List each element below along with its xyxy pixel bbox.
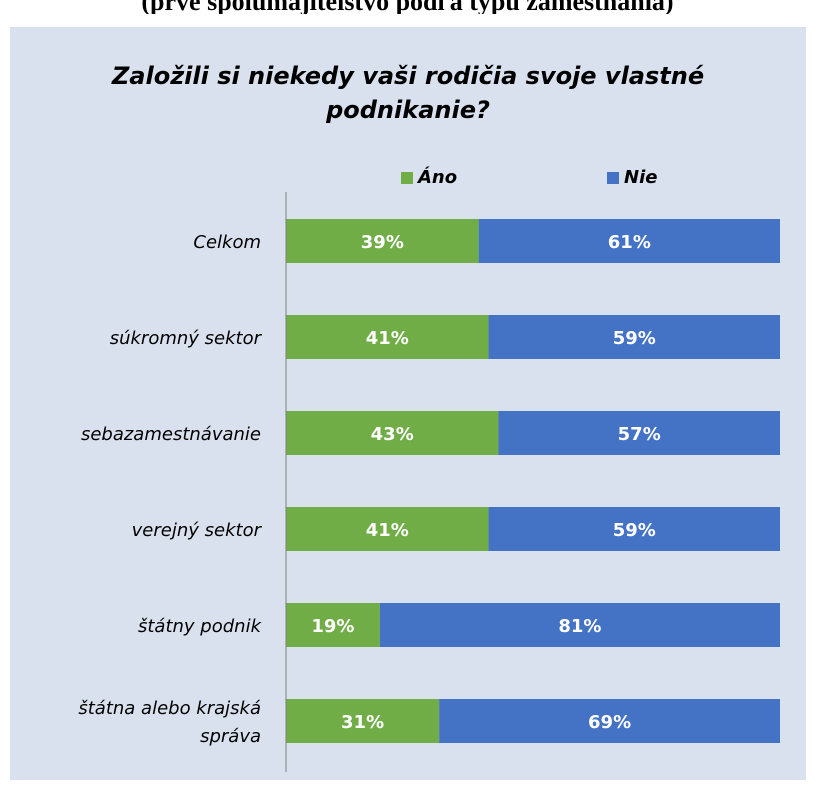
data-label-nie-1: 59% [613,328,656,349]
bar-ano-2 [286,411,499,455]
category-label-0-line-0: Celkom [193,232,261,253]
bar-ano-0 [286,219,479,263]
data-label-ano-4: 19% [311,616,354,637]
category-label-0: Celkom [193,232,261,253]
data-label-nie-5: 69% [588,712,631,733]
category-label-4: štátny podnik [138,616,263,637]
bar-ano-1 [286,315,489,359]
data-label-nie-2: 57% [618,424,661,445]
data-label-nie-4: 81% [558,616,601,637]
data-label-nie-0: 61% [608,232,651,253]
bar-ano-4 [286,603,380,647]
chart-legend: Áno Nie [10,167,806,189]
bar-ano-5 [286,699,440,743]
bar-ano-3 [286,507,489,551]
bar-nie-3 [488,507,780,551]
data-label-nie-3: 59% [613,520,656,541]
bar-nie-1 [488,315,780,359]
top-caption: (prvé spolumajitelstvo podľa typu zamest… [0,0,815,14]
data-label-ano-3: 41% [366,520,409,541]
data-label-ano-0: 39% [361,232,404,253]
bar-chart: 39% 61% Celkom 41% 59% súkromný sektor 43% 57% s… [78,192,780,772]
legend-swatch-ano [401,171,413,184]
category-label-5-line-1: správa [200,726,261,747]
chart-title-line-2: podnikanie? [326,96,490,124]
data-label-ano-2: 43% [371,424,414,445]
category-label-5-line-0: štátna alebo krajská [78,698,261,719]
category-label-4-line-0: štátny podnik [138,616,263,637]
bar-nie-5 [439,699,780,743]
legend-swatch-nie [607,171,619,184]
data-label-ano-1: 41% [366,328,409,349]
category-label-1-line-0: súkromný sektor [110,328,263,349]
category-label-1: súkromný sektor [110,328,263,349]
category-label-3: verejný sektor [132,520,263,541]
data-label-ano-5: 31% [341,712,384,733]
legend-item-nie: Nie [607,167,657,188]
bar-nie-4 [379,603,780,647]
legend-item-ano: Áno [401,167,457,188]
category-label-5: štátna alebo krajská správa [78,698,261,747]
category-label-3-line-0: verejný sektor [132,520,263,541]
legend-label-nie: Nie [624,167,658,188]
legend-label-ano: Áno [418,167,458,188]
bar-nie-0 [478,219,780,263]
category-label-2-line-0: sebazamestnávanie [81,424,261,445]
chart-title: Založili si niekedy vaši rodičia svoje v… [10,59,806,127]
category-label-2: sebazamestnávanie [81,424,261,445]
bar-nie-2 [498,411,780,455]
chart-title-line-1: Založili si niekedy vaši rodičia svoje v… [111,62,705,90]
chart-panel: Založili si niekedy vaši rodičia svoje v… [10,27,806,780]
